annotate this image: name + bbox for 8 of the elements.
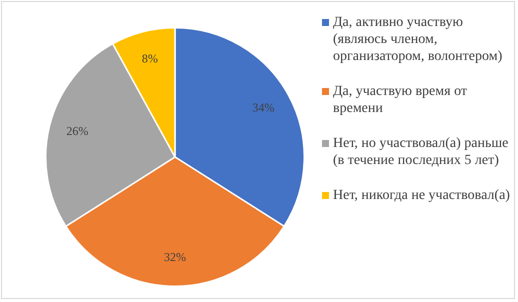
legend-label: Да, участвую время от времени bbox=[333, 84, 467, 116]
legend-label: Нет, но участвовал(а) раньше (в течение последних 5 лет) bbox=[333, 136, 508, 168]
data-label: 8% bbox=[142, 52, 158, 66]
data-label: 26% bbox=[66, 124, 88, 138]
data-label: 32% bbox=[164, 250, 186, 264]
legend-label: Да, активно участвую (являюсь членом, организатором, волонтером) bbox=[333, 15, 502, 64]
data-label: 34% bbox=[252, 100, 274, 115]
legend-label: Нет, никогда не участвовал(а) bbox=[333, 188, 510, 203]
